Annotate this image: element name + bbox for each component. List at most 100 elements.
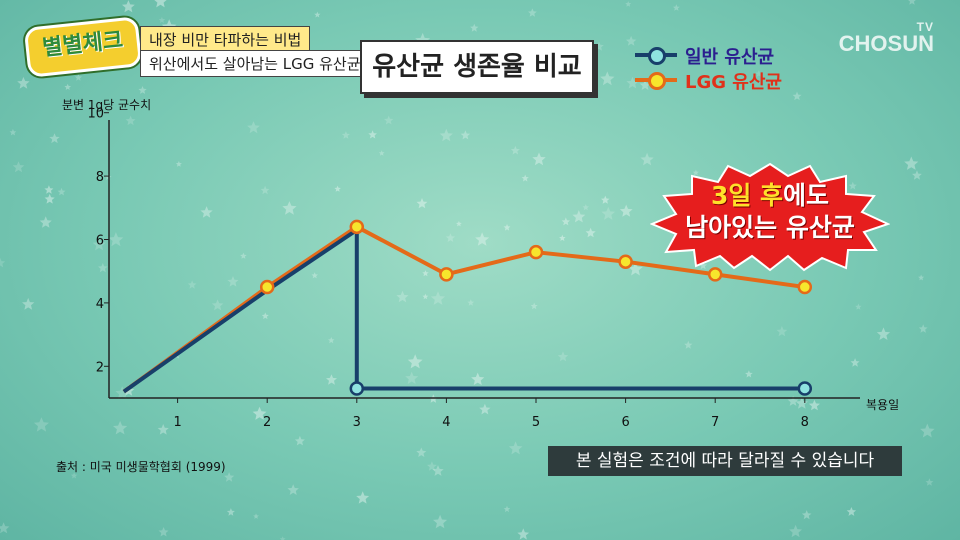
background-star [801,510,812,520]
background-star [640,152,654,166]
background-star [557,351,569,362]
background-star [848,181,857,190]
background-star [628,261,643,276]
callout-starburst [650,162,890,272]
broadcaster-tv: TV [916,20,934,34]
background-star [334,185,341,192]
background-star [789,524,802,538]
background-star [311,272,318,279]
callout-line-1: 3일 후에도 [650,180,890,212]
background-star [287,484,299,495]
background-star [211,299,224,311]
background-star [108,232,124,247]
source-note: 출처 : 미국 미생물학협회 (1999) [56,460,226,474]
legend-label-lgg: LGG 유산균 [685,72,782,93]
background-star [456,220,462,227]
legend-marker-regular [648,47,666,65]
background-star [157,424,169,435]
x-tick-label: 7 [711,415,719,430]
background-star [138,86,147,94]
background-star [98,263,108,273]
background-star [601,206,616,220]
background-star [846,507,857,516]
background-star [432,465,444,476]
background-star [122,0,135,13]
background-star [918,274,925,281]
background-star [187,280,197,289]
background-star [585,227,596,238]
background-star [925,478,934,486]
background-star [521,174,529,182]
background-star [44,193,55,204]
background-star [104,173,112,180]
background-star [226,508,235,516]
background-star [247,121,260,134]
background-star [755,70,763,77]
background-star [9,128,17,136]
background-star [699,261,708,270]
background-star [684,340,693,349]
chart-title: 유산균 생존율 비교 [360,40,594,94]
background-star [619,204,633,217]
x-tick-label: 4 [442,415,450,430]
background-star [158,527,169,537]
background-star [227,276,239,287]
background-star [326,374,337,385]
background-star [154,0,167,8]
background-star [341,131,350,139]
background-star [508,441,523,455]
background-star [479,403,491,415]
x-tick-label: 8 [801,415,809,430]
background-star [125,115,136,126]
background-star [475,232,490,246]
starburst-shape [650,162,890,272]
background-star [433,514,448,529]
background-star [692,169,699,176]
chart-legend: 일반 유산균 LGG 유산균 [635,42,815,93]
background-star [503,224,511,231]
series-line-lgg [122,224,806,394]
background-star [559,234,566,241]
data-point-lgg [528,244,544,260]
data-point-lgg [439,267,454,282]
x-axis-label: 복용일 [866,398,899,412]
background-star [460,130,471,140]
background-star [639,79,651,90]
background-star [328,337,335,344]
callout-rest: 에도 [783,181,830,210]
background-star [912,170,922,180]
background-star [17,76,30,89]
background-star [282,201,297,215]
x-tick-label: 1 [173,415,181,430]
background-star [407,354,423,369]
background-star [64,83,71,90]
callout-text: 3일 후에도 남아있는 유산균 [650,180,890,244]
background-star [517,528,530,540]
background-star [908,0,916,5]
background-star [44,185,54,194]
background-star [356,491,370,504]
legend-item-lgg: LGG 유산균 [635,67,815,93]
background-star [405,371,419,384]
background-star [471,372,485,386]
background-star [792,91,802,101]
x-tick-label: 6 [621,415,629,430]
background-star [92,238,106,251]
data-point-lgg [349,219,365,235]
background-star [22,297,35,310]
background-star [294,435,305,446]
background-star [224,472,235,482]
background-star [808,399,820,411]
data-point-regular [349,381,365,396]
background-star [158,16,166,23]
background-star [600,71,615,86]
background-star [261,312,269,320]
chart-series [122,219,813,396]
x-tick-label: 2 [263,415,271,430]
x-tick-label: 5 [532,415,540,430]
background-star [876,327,891,340]
y-tick-label: 4 [96,297,104,312]
background-star [467,299,475,306]
background-star [745,370,753,378]
data-point-regular [797,381,813,396]
